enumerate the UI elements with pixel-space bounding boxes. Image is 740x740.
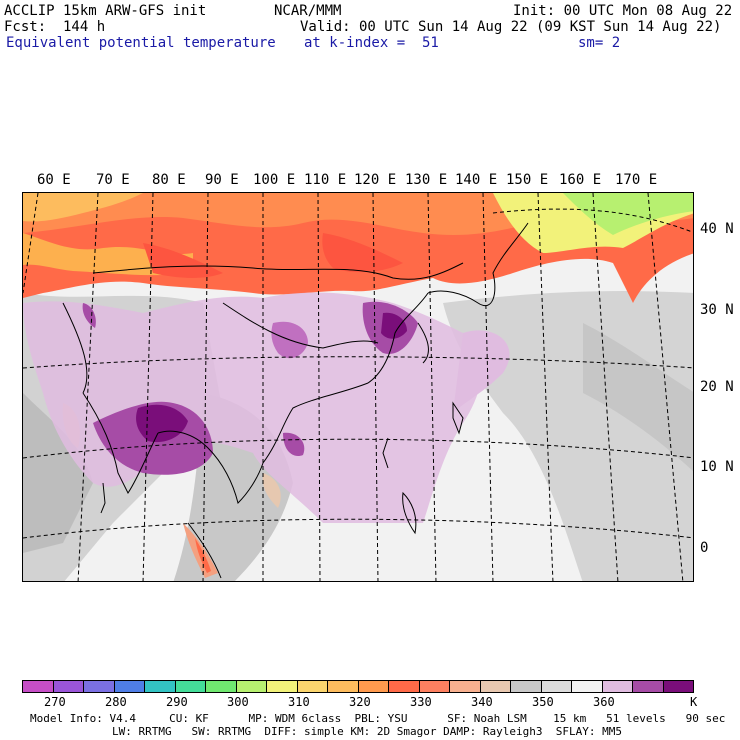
lon-label: 140 E: [455, 172, 498, 188]
colorbar-tick: 270: [44, 695, 66, 709]
colorbar-swatch: [511, 681, 542, 692]
colorbar: [22, 680, 694, 693]
colorbar-tick: 360: [593, 695, 615, 709]
colorbar-swatch: [480, 681, 511, 692]
colorbar-tick: 320: [349, 695, 371, 709]
colorbar-swatch: [358, 681, 389, 692]
lon-label: 120 E: [354, 172, 397, 188]
colorbar-tick: 350: [532, 695, 554, 709]
colorbar-tick: 340: [471, 695, 493, 709]
lon-label: 100 E: [253, 172, 296, 188]
smoothing-label: sm= 2: [578, 35, 621, 51]
colorbar-swatch: [53, 681, 84, 692]
lon-label: 160 E: [559, 172, 602, 188]
lat-label: 0: [700, 540, 709, 556]
map-panel: [22, 192, 694, 582]
init-time: Init: 00 UTC Mon 08 Aug 22: [513, 3, 733, 19]
lon-label: 90 E: [205, 172, 239, 188]
colorbar-swatch: [297, 681, 328, 692]
colorbar-swatch: [389, 681, 420, 692]
lon-label: 70 E: [96, 172, 130, 188]
model-title: ACCLIP 15km ARW-GFS init: [4, 3, 207, 19]
colorbar-swatch: [633, 681, 664, 692]
colorbar-swatch: [23, 681, 54, 692]
forecast-hour: Fcst: 144 h: [4, 19, 106, 35]
colorbar-swatch: [145, 681, 176, 692]
colorbar-swatch: [267, 681, 298, 692]
colorbar-tick: 330: [410, 695, 432, 709]
lon-label: 170 E: [615, 172, 658, 188]
lon-label: 130 E: [405, 172, 448, 188]
colorbar-swatch: [328, 681, 359, 692]
colorbar-swatch: [419, 681, 450, 692]
map-field-image: [23, 193, 693, 581]
colorbar-tick: 310: [288, 695, 310, 709]
colorbar-swatch: [450, 681, 481, 692]
level-label: at k-index = 51: [304, 35, 439, 51]
lat-label: 20 N: [700, 379, 734, 395]
organization-label: NCAR/MMM: [274, 3, 342, 19]
lon-label: 60 E: [37, 172, 71, 188]
colorbar-swatch: [572, 681, 603, 692]
field-name: Equivalent potential temperature: [6, 35, 276, 51]
colorbar-swatch: [541, 681, 572, 692]
lon-label: 80 E: [152, 172, 186, 188]
colorbar-swatch: [175, 681, 206, 692]
lon-label: 150 E: [506, 172, 549, 188]
colorbar-swatch: [114, 681, 145, 692]
lat-label: 30 N: [700, 302, 734, 318]
lat-label: 40 N: [700, 221, 734, 237]
colorbar-swatch: [602, 681, 633, 692]
lat-label: 10 N: [700, 459, 734, 475]
colorbar-tick: 290: [166, 695, 188, 709]
physics-info-line: LW: RRTMG SW: RRTMG DIFF: simple KM: 2D …: [112, 725, 622, 738]
model-info-line: Model Info: V4.4 CU: KF MP: WDM 6class P…: [30, 712, 726, 725]
valid-time: Valid: 00 UTC Sun 14 Aug 22 (09 KST Sun …: [300, 19, 722, 35]
colorbar-tick: 280: [105, 695, 127, 709]
colorbar-tick: 300: [227, 695, 249, 709]
colorbar-swatch: [206, 681, 237, 692]
colorbar-swatch: [236, 681, 267, 692]
lon-label: 110 E: [304, 172, 347, 188]
colorbar-swatch: [663, 681, 693, 692]
colorbar-unit: K: [690, 695, 698, 709]
colorbar-swatch: [84, 681, 115, 692]
